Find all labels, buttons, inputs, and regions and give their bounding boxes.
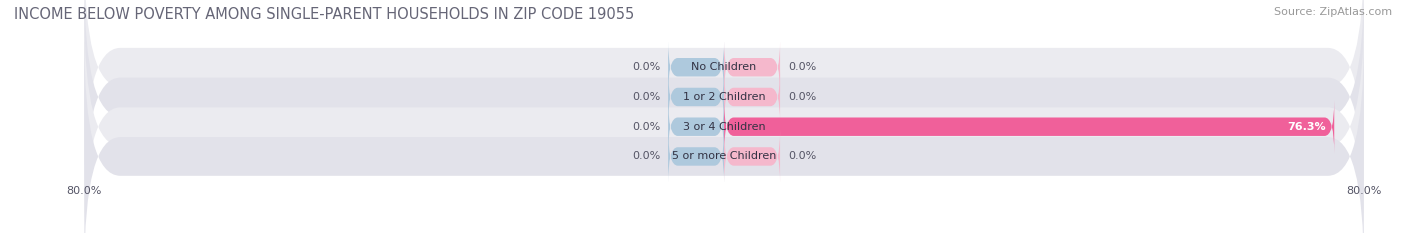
FancyBboxPatch shape	[724, 100, 1334, 153]
FancyBboxPatch shape	[84, 12, 1364, 233]
Text: 0.0%: 0.0%	[787, 92, 817, 102]
FancyBboxPatch shape	[84, 42, 1364, 233]
Text: 3 or 4 Children: 3 or 4 Children	[683, 122, 765, 132]
FancyBboxPatch shape	[84, 0, 1364, 212]
Text: No Children: No Children	[692, 62, 756, 72]
Text: 0.0%: 0.0%	[787, 62, 817, 72]
Text: 76.3%: 76.3%	[1288, 122, 1326, 132]
Text: 0.0%: 0.0%	[631, 122, 661, 132]
Text: 0.0%: 0.0%	[631, 151, 661, 161]
Text: 1 or 2 Children: 1 or 2 Children	[683, 92, 765, 102]
FancyBboxPatch shape	[668, 71, 724, 123]
FancyBboxPatch shape	[724, 71, 780, 123]
FancyBboxPatch shape	[668, 130, 724, 183]
FancyBboxPatch shape	[724, 130, 780, 183]
FancyBboxPatch shape	[724, 41, 780, 94]
Text: 0.0%: 0.0%	[631, 92, 661, 102]
Text: INCOME BELOW POVERTY AMONG SINGLE-PARENT HOUSEHOLDS IN ZIP CODE 19055: INCOME BELOW POVERTY AMONG SINGLE-PARENT…	[14, 7, 634, 22]
Text: 0.0%: 0.0%	[631, 62, 661, 72]
FancyBboxPatch shape	[668, 100, 724, 153]
FancyBboxPatch shape	[668, 41, 724, 94]
FancyBboxPatch shape	[84, 0, 1364, 182]
Text: 0.0%: 0.0%	[787, 151, 817, 161]
Text: 5 or more Children: 5 or more Children	[672, 151, 776, 161]
Text: Source: ZipAtlas.com: Source: ZipAtlas.com	[1274, 7, 1392, 17]
